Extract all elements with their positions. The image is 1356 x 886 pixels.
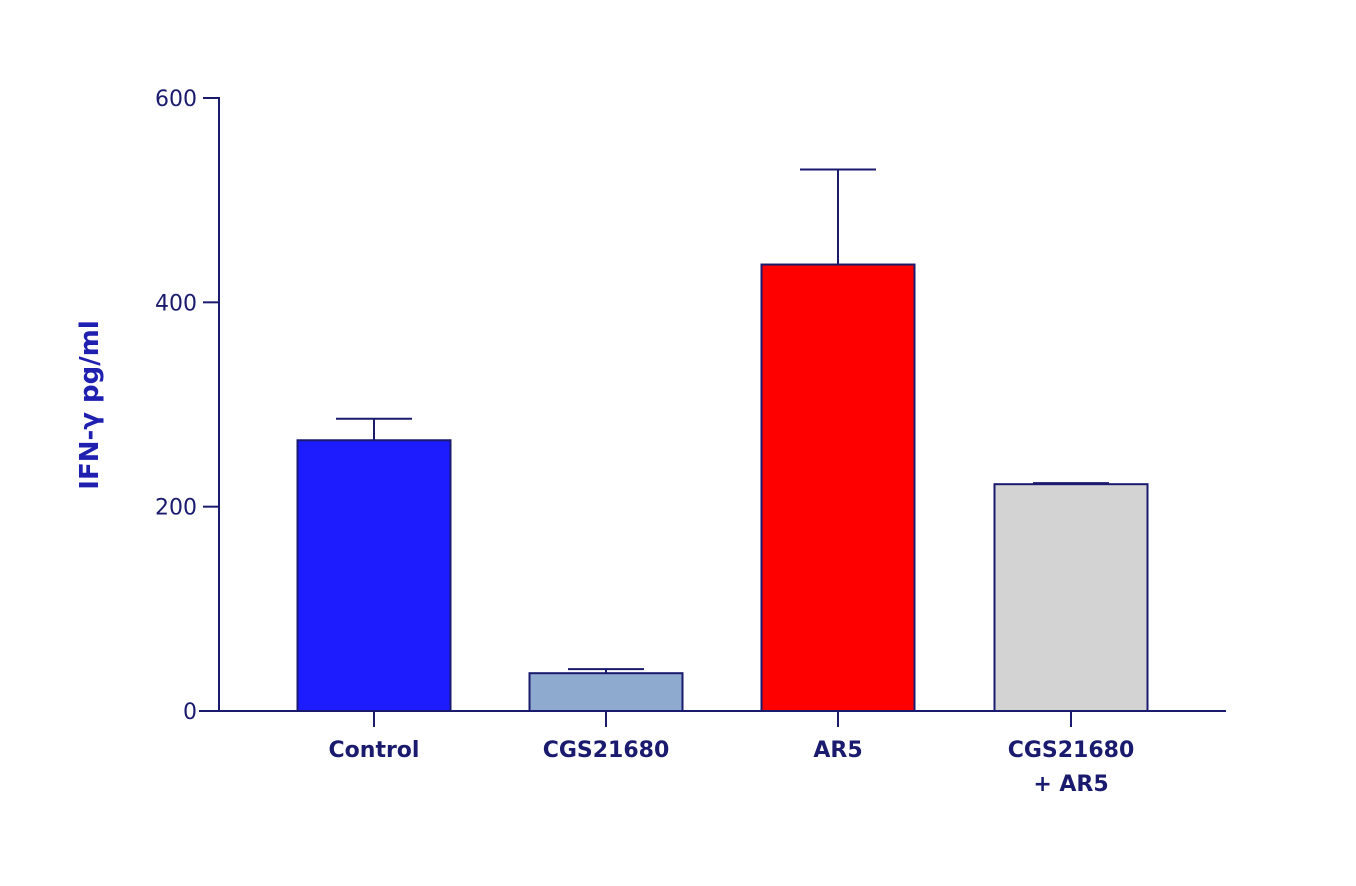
x-tick-label: CGS21680: [543, 738, 670, 763]
bar: [528, 672, 684, 712]
axes: [199, 97, 1226, 712]
y-tick-label: 0: [183, 700, 197, 725]
x-tick-label: CGS21680 + AR5: [1008, 738, 1135, 797]
y-ticks: 0 200 400 600: [155, 87, 219, 725]
bar: [993, 483, 1149, 712]
y-axis-label: IFN-γ pg/ml: [75, 320, 105, 489]
x-ticks: Control CGS21680 AR5 CGS21680 + AR5: [329, 711, 1135, 797]
y-tick-label: 600: [155, 87, 197, 112]
bar: [296, 439, 452, 712]
y-tick-label: 200: [155, 496, 197, 521]
x-tick-label: AR5: [813, 738, 862, 763]
y-tick-label: 400: [155, 291, 197, 316]
x-tick-label: Control: [329, 738, 420, 763]
bar: [760, 263, 916, 712]
bars: [296, 263, 1149, 712]
error-bars: [336, 168, 1109, 674]
